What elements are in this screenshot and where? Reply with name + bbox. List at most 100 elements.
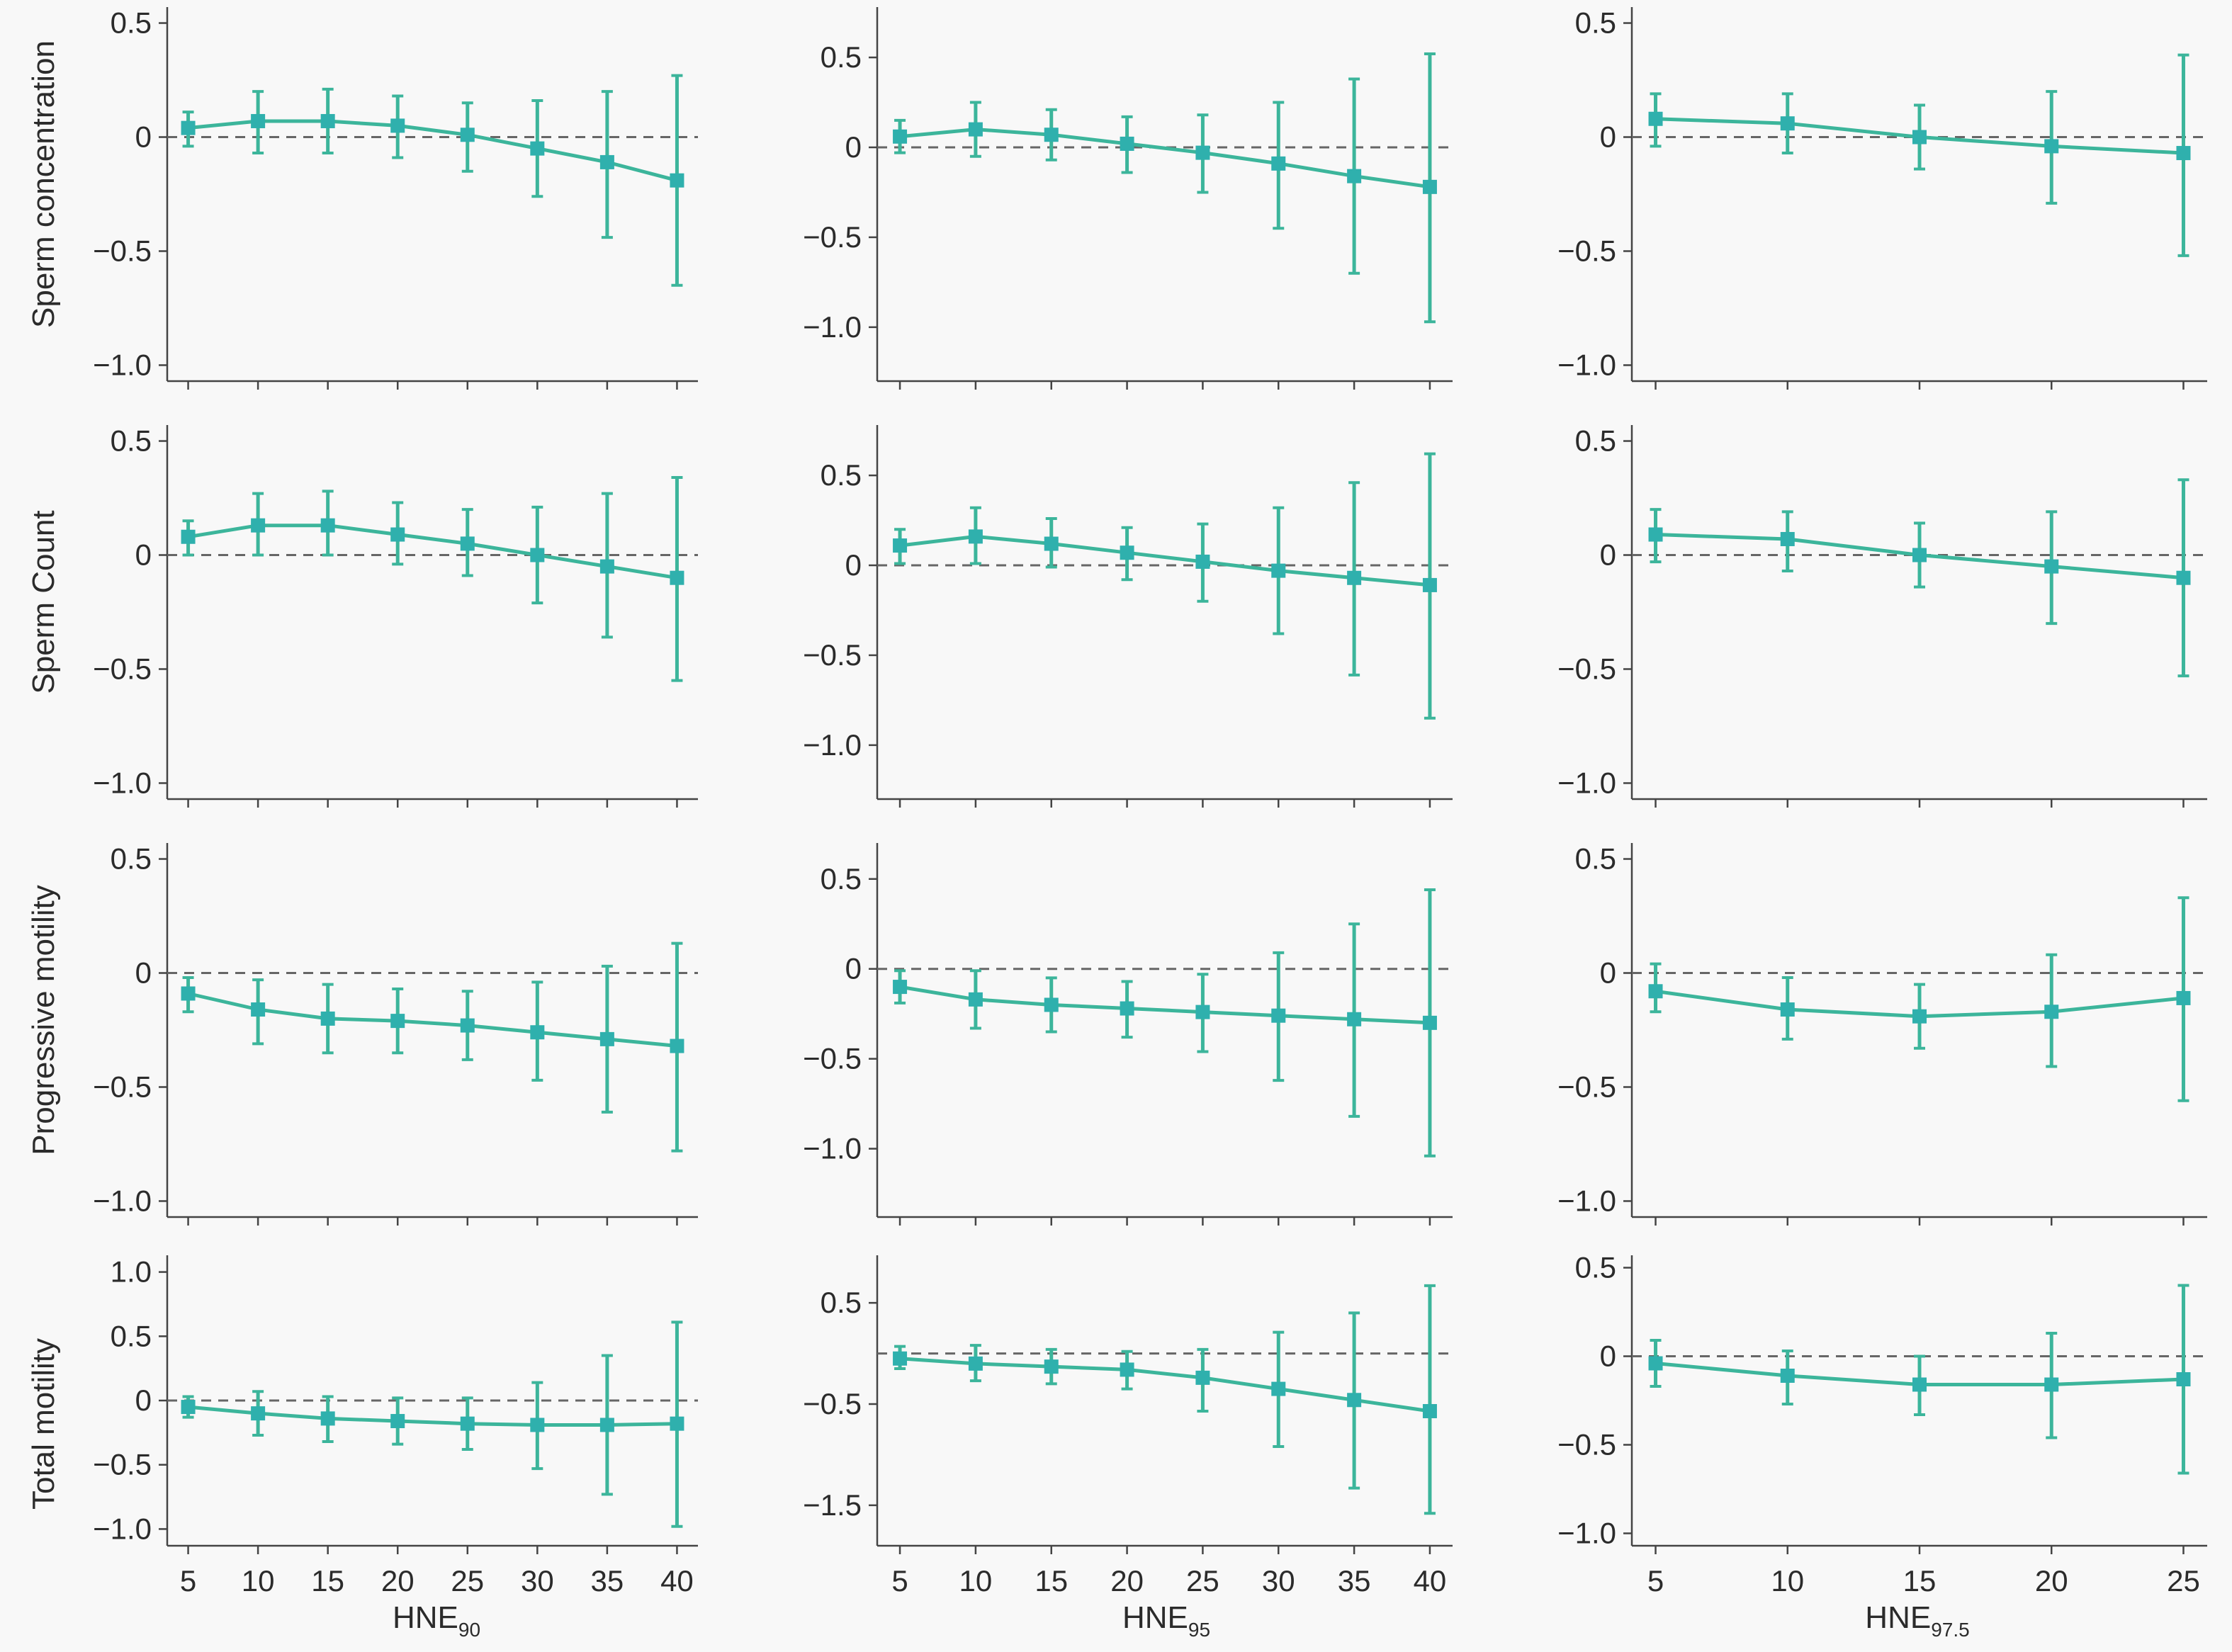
x-tick-label: 10 bbox=[242, 1564, 275, 1597]
y-tick-label: 0.5 bbox=[821, 862, 862, 895]
y-tick-label: 0.5 bbox=[1575, 424, 1616, 458]
x-tick-label: 10 bbox=[959, 1564, 993, 1597]
y-tick-label: 0 bbox=[135, 120, 152, 154]
data-point bbox=[1780, 116, 1795, 131]
data-point bbox=[2176, 990, 2191, 1005]
data-point bbox=[670, 1039, 684, 1053]
y-tick-label: 0 bbox=[1600, 538, 1616, 572]
data-point bbox=[460, 536, 475, 551]
x-tick-label: 15 bbox=[1903, 1564, 1937, 1597]
x-tick-label: 35 bbox=[1338, 1564, 1371, 1597]
row-label-sperm-count: Sperm Count bbox=[26, 510, 61, 694]
data-point bbox=[2044, 1005, 2059, 1019]
data-point bbox=[2044, 139, 2059, 154]
y-tick-label: 0 bbox=[135, 1384, 152, 1417]
y-tick-label: 0.5 bbox=[1575, 1251, 1616, 1284]
data-point bbox=[181, 120, 196, 135]
x-axis-title-hne90: HNE90 bbox=[393, 1600, 480, 1641]
y-tick-label: 0 bbox=[845, 548, 862, 582]
data-point bbox=[1195, 145, 1210, 160]
y-tick-label: −0.5 bbox=[93, 234, 152, 267]
y-tick-label: −0.5 bbox=[1557, 234, 1616, 267]
y-tick-label: −0.5 bbox=[1557, 1070, 1616, 1103]
data-point bbox=[251, 518, 266, 533]
series-line bbox=[188, 992, 677, 1048]
data-point bbox=[1347, 570, 1362, 585]
data-point bbox=[1912, 1377, 1927, 1392]
data-point bbox=[1912, 1009, 1927, 1024]
y-tick-label: −1.0 bbox=[803, 310, 862, 344]
data-point bbox=[968, 992, 983, 1007]
data-point bbox=[1120, 136, 1134, 151]
row-label-total-motility: Total motility bbox=[26, 1338, 61, 1510]
data-point bbox=[1648, 111, 1663, 126]
data-point bbox=[1044, 997, 1059, 1012]
data-point bbox=[1271, 563, 1286, 578]
row-labels: Sperm concentration Sperm Count Progress… bbox=[26, 40, 61, 1510]
data-point bbox=[670, 173, 684, 188]
data-point bbox=[530, 1025, 545, 1040]
data-point bbox=[320, 113, 335, 128]
y-tick-label: −1.0 bbox=[1557, 1517, 1616, 1550]
data-point bbox=[460, 1018, 475, 1033]
data-point bbox=[1120, 1001, 1134, 1016]
data-point bbox=[1780, 531, 1795, 546]
data-point bbox=[530, 141, 545, 156]
y-tick-label: 0 bbox=[135, 956, 152, 990]
x-axis-title-hne95: HNE95 bbox=[1122, 1600, 1210, 1641]
data-point bbox=[181, 1400, 196, 1415]
y-tick-label: −1.0 bbox=[803, 728, 862, 762]
y-tick-label: −1.0 bbox=[93, 1184, 152, 1217]
data-point bbox=[968, 122, 983, 137]
x-tick-label: 5 bbox=[1647, 1564, 1664, 1597]
y-tick-label: 0 bbox=[135, 538, 152, 572]
data-point bbox=[1648, 527, 1663, 542]
x-tick-label: 5 bbox=[180, 1564, 196, 1597]
data-point bbox=[2176, 1372, 2191, 1386]
y-tick-label: 0.5 bbox=[111, 1319, 152, 1352]
data-point bbox=[1912, 130, 1927, 145]
series-line bbox=[899, 985, 1431, 1025]
y-tick-label: 0 bbox=[845, 952, 862, 985]
x-axis-titles: HNE90 HNE95 HNE97.5 bbox=[393, 1600, 1970, 1641]
y-tick-label: 0 bbox=[1600, 120, 1616, 154]
y-tick-label: 0.5 bbox=[1575, 6, 1616, 40]
y-tick-label: 0.5 bbox=[821, 1286, 862, 1319]
panel-r1-c2: 0.5 0 −0.5 −1.0 bbox=[1557, 424, 2207, 808]
x-tick-label: 35 bbox=[591, 1564, 624, 1597]
row-label-sperm-concentration: Sperm concentration bbox=[26, 40, 61, 328]
x-tick-label: 20 bbox=[2035, 1564, 2068, 1597]
data-point bbox=[1044, 128, 1059, 142]
y-tick-label: −1.0 bbox=[803, 1132, 862, 1165]
data-point bbox=[670, 570, 684, 585]
data-point bbox=[1347, 169, 1362, 183]
data-point bbox=[2176, 570, 2191, 585]
data-point bbox=[530, 1418, 545, 1432]
data-point bbox=[320, 1411, 335, 1426]
data-point bbox=[390, 118, 405, 133]
data-point bbox=[1271, 1008, 1286, 1023]
data-point bbox=[1780, 1002, 1795, 1017]
x-tick-label: 15 bbox=[311, 1564, 344, 1597]
data-point bbox=[1422, 179, 1437, 194]
y-tick-label: −1.0 bbox=[1557, 766, 1616, 799]
y-tick-label: 0.5 bbox=[111, 842, 152, 876]
series-line bbox=[899, 534, 1431, 587]
y-tick-label: −0.5 bbox=[1557, 652, 1616, 685]
data-point bbox=[599, 1418, 614, 1432]
x-tick-label: 20 bbox=[381, 1564, 415, 1597]
data-point bbox=[2044, 1377, 2059, 1392]
series-line bbox=[188, 1405, 677, 1427]
data-point bbox=[390, 527, 405, 542]
x-axis-title-hne97-5: HNE97.5 bbox=[1865, 1600, 1969, 1641]
data-point bbox=[1044, 1359, 1059, 1374]
y-tick-label: 0.5 bbox=[821, 40, 862, 74]
data-point bbox=[251, 113, 266, 128]
panels: 0.50−0.5−1.00.50−0.5−1.00.50−0.5−1.00.50… bbox=[93, 6, 2207, 1597]
data-point bbox=[1422, 577, 1437, 592]
data-point bbox=[390, 1414, 405, 1429]
y-tick-label: −0.5 bbox=[93, 652, 152, 685]
data-point bbox=[599, 1031, 614, 1046]
y-tick-label: −1.0 bbox=[93, 348, 152, 381]
data-point bbox=[1780, 1369, 1795, 1383]
